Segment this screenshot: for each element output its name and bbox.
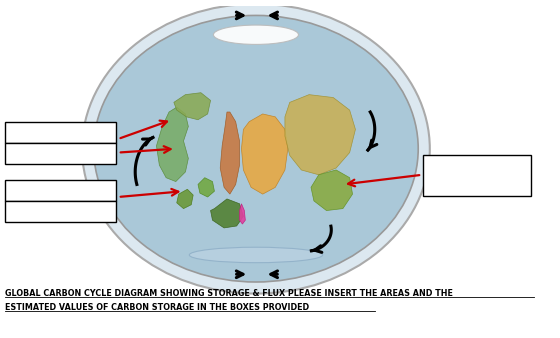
Polygon shape: [211, 199, 244, 228]
Bar: [5, 179, 116, 201]
Polygon shape: [198, 178, 214, 197]
Polygon shape: [240, 204, 245, 224]
Bar: [423, 155, 531, 196]
Ellipse shape: [213, 25, 298, 44]
Bar: [5, 201, 116, 222]
Polygon shape: [177, 189, 193, 209]
Bar: [5, 122, 116, 143]
Polygon shape: [174, 93, 211, 120]
Ellipse shape: [189, 247, 323, 263]
Bar: [5, 143, 116, 164]
Text: GLOBAL CARBON CYCLE DIAGRAM SHOWING STORAGE & FLUX PLEASE INSERT THE AREAS AND T: GLOBAL CARBON CYCLE DIAGRAM SHOWING STOR…: [5, 289, 452, 298]
Text: ESTIMATED VALUES OF CARBON STORAGE IN THE BOXES PROVIDED: ESTIMATED VALUES OF CARBON STORAGE IN TH…: [5, 303, 309, 312]
Polygon shape: [156, 107, 188, 182]
Polygon shape: [285, 95, 356, 175]
Polygon shape: [220, 112, 240, 194]
Polygon shape: [241, 114, 288, 194]
Polygon shape: [311, 170, 353, 211]
Ellipse shape: [82, 4, 430, 294]
Ellipse shape: [94, 16, 418, 282]
